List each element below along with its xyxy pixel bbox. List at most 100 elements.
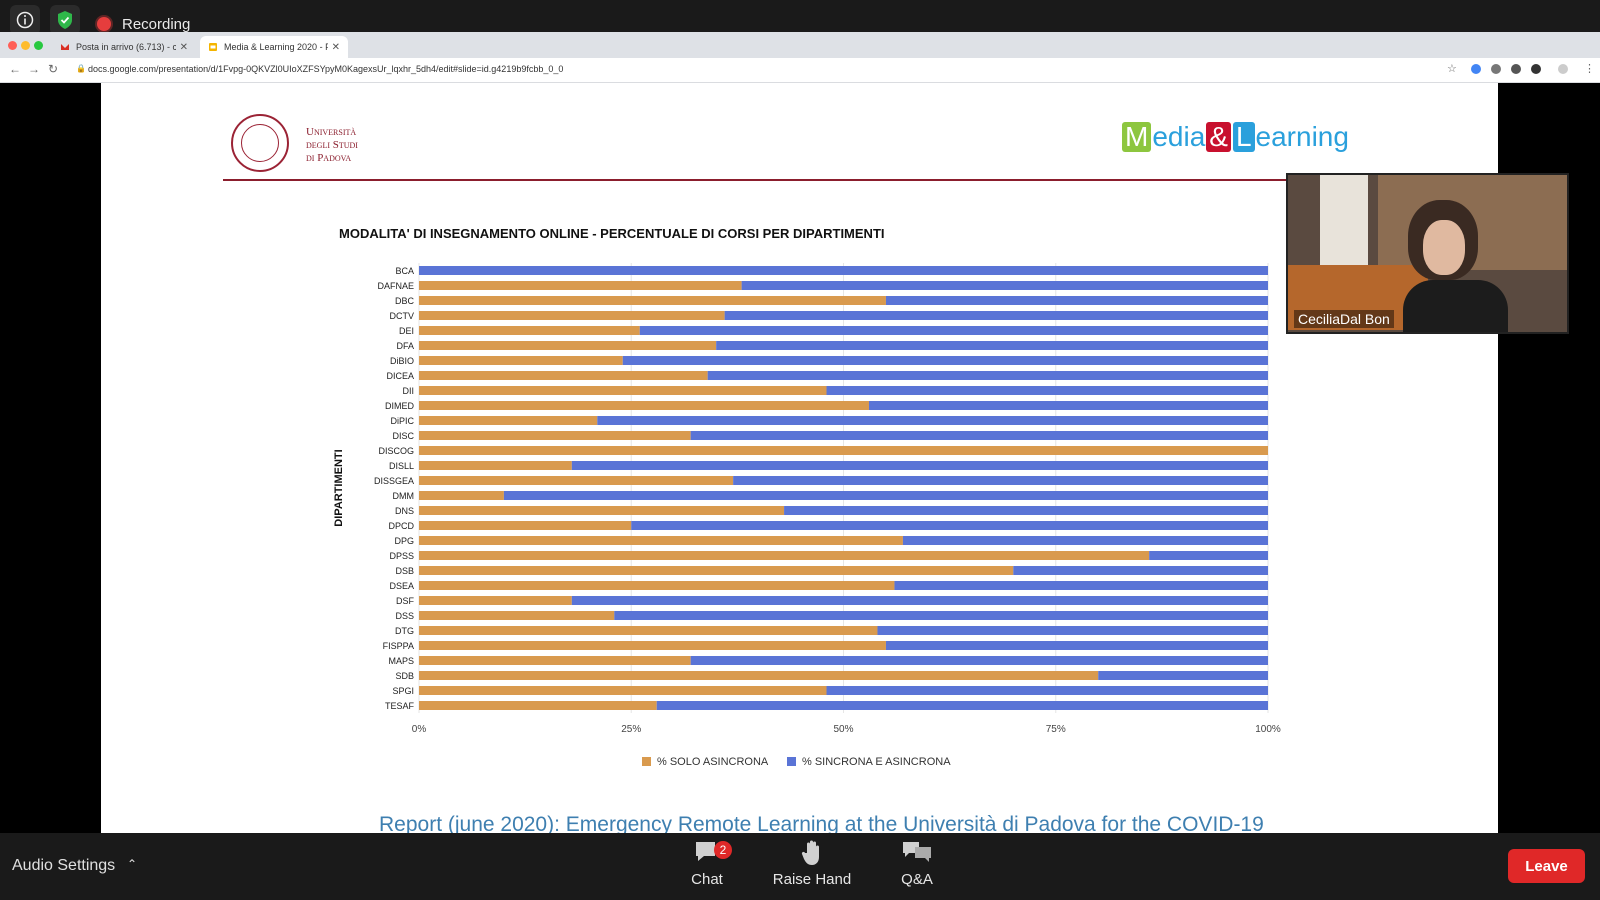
bar-segment (868, 401, 1268, 410)
qa-label: Q&A (901, 871, 933, 888)
y-tick-label: FISPPA (383, 641, 414, 651)
y-tick-label: DISLL (389, 461, 414, 471)
close-tab-icon[interactable]: ✕ (179, 41, 188, 53)
bar-segment (707, 371, 1268, 380)
bar-segment (419, 611, 615, 620)
url-field[interactable]: docs.google.com/presentation/d/1Fvpg-0QK… (88, 64, 564, 74)
qa-icon (872, 839, 962, 869)
y-tick-label: DEI (399, 326, 414, 336)
reload-icon[interactable]: ↻ (48, 62, 59, 76)
y-tick-label: DPSS (389, 551, 414, 561)
bar-segment (419, 386, 827, 395)
legend-label: % SOLO ASINCRONA (657, 756, 769, 768)
extension-icon[interactable] (1491, 64, 1501, 74)
chat-icon (662, 839, 752, 869)
minimize-window-icon[interactable] (21, 41, 30, 50)
bar-segment (826, 386, 1268, 395)
chat-button[interactable]: 2 Chat (662, 839, 752, 897)
bar-segment (419, 671, 1099, 680)
bar-segment (690, 431, 1268, 440)
participant-video[interactable]: CeciliaDal Bon (1286, 173, 1569, 334)
y-tick-label: DII (402, 386, 414, 396)
y-tick-label: DMM (393, 491, 415, 501)
y-tick-label: DBC (395, 296, 415, 306)
y-tick-label: MAPS (388, 656, 414, 666)
bar-segment (622, 356, 1268, 365)
bar-segment (631, 521, 1268, 530)
recording-dot-icon (97, 17, 111, 31)
legend-swatch (787, 757, 796, 766)
participant-name: CeciliaDal Bon (1294, 310, 1394, 328)
recording-label: Recording (122, 16, 191, 33)
bar-segment (690, 656, 1268, 665)
university-line-1: Università (306, 126, 357, 138)
university-line-2: degli Studi (306, 139, 358, 151)
bar-segment (571, 461, 1268, 470)
y-tick-label: DiPIC (390, 416, 414, 426)
x-tick-label: 0% (412, 724, 427, 735)
bar-segment (419, 581, 895, 590)
back-icon[interactable]: ← (9, 62, 21, 76)
y-tick-label: DFA (396, 341, 414, 351)
university-seal-logo (231, 114, 289, 172)
bookmark-star-icon[interactable]: ☆ (1447, 63, 1457, 75)
bar-segment (419, 491, 504, 500)
chat-label: Chat (691, 871, 723, 888)
legend-swatch (642, 757, 651, 766)
extension-icon[interactable] (1471, 64, 1481, 74)
leave-button[interactable]: Leave (1508, 849, 1585, 883)
bar-segment (419, 596, 572, 605)
close-tab-icon[interactable]: ✕ (331, 41, 340, 53)
bar-segment (571, 596, 1268, 605)
bar-segment (419, 296, 886, 305)
bar-segment (419, 341, 717, 350)
bar-segment (656, 701, 1268, 710)
y-tick-label: DSF (396, 596, 415, 606)
chat-badge: 2 (714, 841, 732, 859)
browser-tab-bar: Posta in arrivo (6.713) - cecili ✕ Media… (0, 32, 1600, 84)
close-window-icon[interactable] (8, 41, 17, 50)
chevron-up-icon[interactable]: ⌃ (127, 857, 138, 871)
logo-edia: edia (1152, 121, 1206, 152)
tab-gmail[interactable]: Posta in arrivo (6.713) - cecili ✕ (52, 36, 196, 58)
extension-icon[interactable] (1531, 64, 1541, 74)
forward-icon[interactable]: → (28, 62, 40, 76)
gmail-icon (61, 44, 69, 50)
legend-label: % SINCRONA E ASINCRONA (802, 756, 951, 768)
address-bar: ← → ↻ 🔒 docs.google.com/presentation/d/1… (0, 58, 1600, 83)
video-window (1320, 175, 1368, 265)
tab-slides[interactable]: Media & Learning 2020 - Pres ✕ (200, 36, 348, 58)
logo-l: L (1232, 122, 1255, 152)
profile-avatar[interactable] (1558, 64, 1568, 74)
bar-segment (419, 551, 1150, 560)
qa-button[interactable]: Q&A (872, 839, 962, 897)
info-icon[interactable] (10, 5, 40, 35)
y-tick-label: DiBIO (390, 356, 414, 366)
extension-icon[interactable] (1511, 64, 1521, 74)
x-tick-label: 100% (1255, 724, 1281, 735)
zoom-bottom-bar: Audio Settings ⌃ 2 Chat Raise Hand Q&A L… (0, 833, 1600, 900)
y-tick-label: SDB (395, 671, 414, 681)
bar-segment (716, 341, 1268, 350)
maximize-window-icon[interactable] (34, 41, 43, 50)
bar-segment (733, 476, 1268, 485)
shield-icon[interactable] (50, 5, 80, 35)
bar-segment (419, 641, 886, 650)
bar-segment (419, 371, 708, 380)
audio-settings-button[interactable]: Audio Settings (12, 857, 116, 874)
bar-segment (419, 416, 598, 425)
chart-title: MODALITA' DI INSEGNAMENTO ONLINE - PERCE… (339, 226, 885, 241)
bar-segment (419, 431, 691, 440)
y-tick-label: DISCOG (378, 446, 414, 456)
y-tick-label: DSS (395, 611, 414, 621)
bar-segment (741, 281, 1268, 290)
raise-hand-button[interactable]: Raise Hand (767, 839, 857, 897)
video-face (1423, 220, 1465, 275)
y-tick-label: DNS (395, 506, 414, 516)
bar-segment (419, 701, 657, 710)
bar-segment (419, 266, 1268, 275)
menu-kebab-icon[interactable]: ⋮ (1584, 63, 1595, 75)
y-tick-label: DSEA (389, 581, 414, 591)
y-tick-label: DAFNAE (377, 281, 414, 291)
bar-segment (885, 641, 1268, 650)
